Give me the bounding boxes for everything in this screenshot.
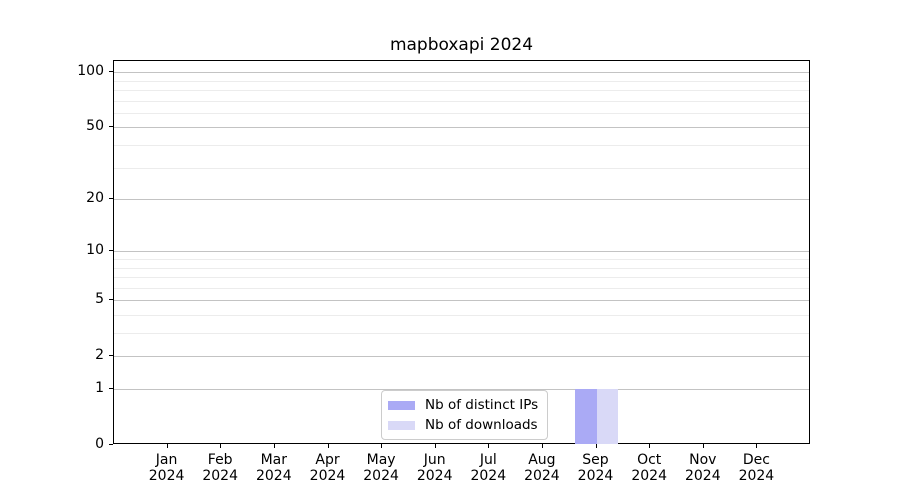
x-tick-year-may: 2024 [363,468,399,484]
gridline-10 [114,251,809,253]
x-tick-year-mar: 2024 [255,468,292,484]
x-tick-mark-mar [273,444,275,448]
legend-item-distinct-ips: Nb of distinct IPs [388,398,538,412]
y-tick-mark-100 [109,71,113,73]
x-tick-year-aug: 2024 [524,468,560,484]
chart-title: mapboxapi 2024 [389,35,534,55]
y-tick-mark-1 [109,388,113,389]
x-tick-mark-dec [756,444,758,448]
x-tick-label-may: May 2024 [351,452,411,484]
legend-swatch-distinct-ips [388,400,415,410]
x-tick-year-feb: 2024 [202,468,238,484]
y-tick-label-0: 0 [95,436,104,452]
x-tick-mark-apr [327,444,329,448]
x-tick-label-nov: Nov 2024 [673,452,733,484]
x-tick-label-oct: Oct 2024 [619,452,679,484]
x-tick-label-dec: Dec 2024 [726,452,786,484]
x-tick-mark-aug [541,444,543,448]
y-tick-label-1: 1 [95,380,104,396]
gridline-minor-9 [114,259,809,260]
y-tick-mark-0 [109,444,113,445]
x-tick-year-oct: 2024 [631,468,667,484]
gridline-minor-4 [114,315,809,316]
gridline-minor-80 [114,90,809,91]
gridline-5 [114,300,809,302]
x-tick-label-apr: Apr 2024 [298,452,358,484]
x-tick-mark-jan [166,444,168,448]
legend-label-distinct-ips: Nb of distinct IPs [425,397,539,413]
gridline-minor-7 [114,277,809,278]
x-tick-mark-sep [595,444,597,448]
y-tick-label-10: 10 [86,242,104,259]
gridline-100 [114,72,809,74]
gridline-1 [114,389,809,390]
gridline-minor-90 [114,80,809,82]
gridline-minor-3 [114,333,809,334]
x-tick-mark-nov [702,444,704,448]
y-tick-mark-2 [109,355,113,357]
y-tick-mark-10 [109,250,113,252]
x-tick-label-jun: Jun 2024 [405,452,465,484]
gridline-minor-6 [114,287,809,289]
x-tick-year-jul: 2024 [470,468,507,484]
x-tick-mark-oct [649,444,651,448]
x-tick-label-sep: Sep 2024 [566,452,626,484]
legend-label-downloads: Nb of downloads [425,417,538,433]
x-tick-mark-may [381,444,383,448]
x-tick-year-apr: 2024 [309,468,346,484]
bar-sep-downloads [596,389,618,444]
gridline-minor-70 [114,100,809,102]
x-tick-label-feb: Feb 2024 [190,452,250,484]
y-tick-label-2: 2 [95,347,104,364]
x-tick-mark-jun [434,444,436,448]
y-tick-mark-20 [109,198,113,200]
gridline-20 [114,199,809,201]
x-tick-year-nov: 2024 [684,468,721,484]
gridline-minor-8 [114,267,809,269]
y-tick-label-100: 100 [77,63,104,80]
gridline-minor-40 [114,145,809,146]
y-tick-mark-5 [109,299,113,301]
x-tick-label-aug: Aug 2024 [512,452,572,484]
gridline-minor-30 [114,167,809,169]
x-tick-mark-feb [220,444,222,448]
y-tick-label-50: 50 [86,118,104,135]
y-tick-label-5: 5 [95,291,104,308]
x-tick-mark-jul [488,444,490,448]
x-tick-year-jun: 2024 [416,468,453,484]
y-tick-mark-50 [109,126,113,128]
gridline-2 [114,356,809,358]
gridline-50 [114,127,809,129]
legend-swatch-downloads [388,420,415,430]
x-tick-year-dec: 2024 [738,468,775,484]
x-tick-label-jul: Jul 2024 [458,452,518,484]
y-tick-label-20: 20 [86,190,104,207]
bar-sep-distinct-ips [575,389,597,444]
x-tick-label-jan: Jan 2024 [137,452,197,484]
x-tick-label-mar: Mar 2024 [244,452,304,484]
plot-area: Nb of distinct IPs Nb of downloads [113,60,810,444]
x-tick-year-jan: 2024 [148,468,185,484]
gridline-minor-60 [114,112,809,114]
legend: Nb of distinct IPs Nb of downloads [381,390,549,440]
x-tick-year-sep: 2024 [577,468,614,484]
legend-item-downloads: Nb of downloads [388,418,538,432]
